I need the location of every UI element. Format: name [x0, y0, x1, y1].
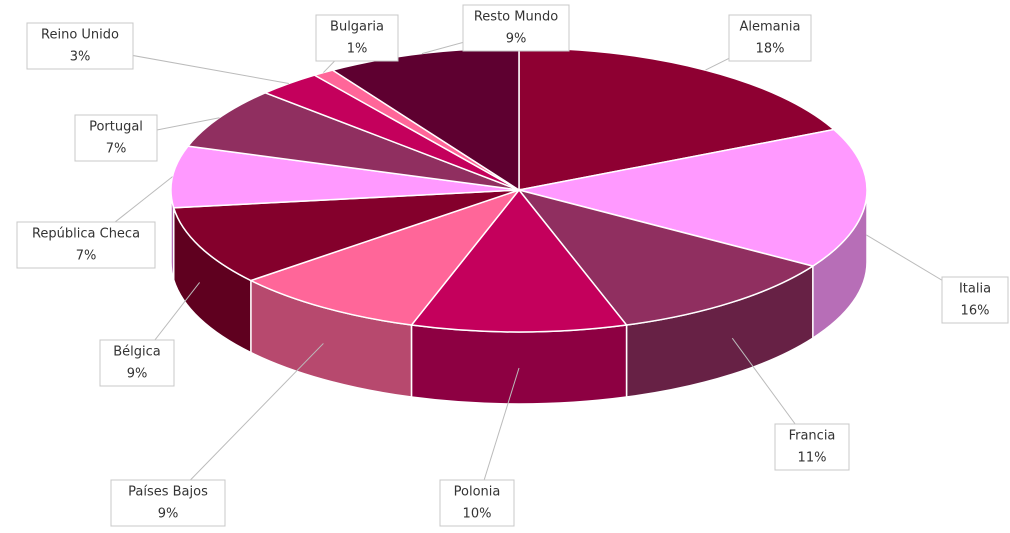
category-label: Polonia [454, 485, 501, 500]
value-label: 7% [76, 249, 97, 264]
category-label: Resto Mundo [474, 10, 558, 25]
category-label: Francia [789, 429, 836, 444]
category-label: Reino Unido [41, 28, 119, 43]
value-label: 3% [70, 50, 91, 65]
category-label: Alemania [740, 20, 801, 35]
category-label: Bulgaria [330, 20, 384, 35]
value-label: 11% [798, 451, 827, 466]
value-label: 10% [463, 507, 492, 522]
value-label: 16% [961, 304, 990, 319]
slice-side [411, 325, 626, 404]
value-label: 9% [506, 32, 527, 47]
value-label: 9% [158, 507, 179, 522]
chart: Alemania 18% Italia 16% Francia 11% Polonia 10%… [0, 0, 1010, 533]
category-label: Bélgica [113, 345, 161, 360]
category-label: Portugal [89, 120, 143, 135]
category-label: Italia [959, 282, 991, 297]
value-label: 18% [756, 42, 785, 57]
value-label: 1% [347, 42, 368, 57]
value-label: 9% [127, 367, 148, 382]
leader-line [168, 343, 323, 503]
category-label: República Checa [32, 227, 140, 242]
category-label: Países Bajos [128, 485, 208, 500]
value-label: 7% [106, 142, 127, 157]
